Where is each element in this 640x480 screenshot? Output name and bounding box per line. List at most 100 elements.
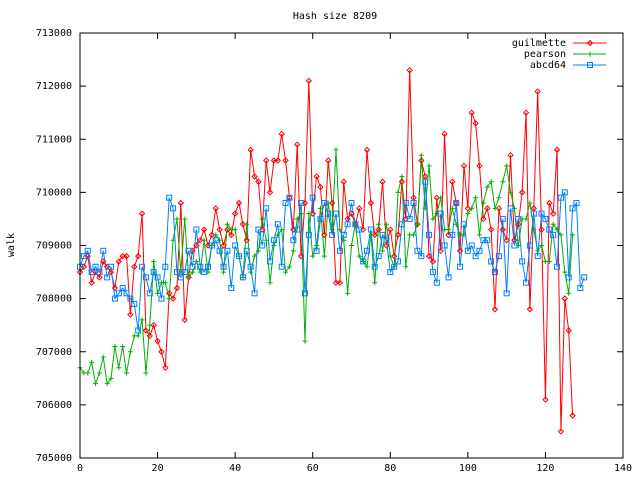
data-point-square <box>499 215 506 222</box>
data-point-diamond <box>476 162 483 170</box>
data-point-square <box>453 200 460 206</box>
data-point-plus <box>349 243 354 248</box>
data-point-square <box>437 210 444 217</box>
data-point-diamond <box>464 205 472 212</box>
data-point-square <box>402 200 409 206</box>
data-point-diamond <box>460 162 468 170</box>
data-point-plus <box>558 232 564 238</box>
data-point-diamond <box>131 263 138 270</box>
y-tick-label: 707000 <box>36 347 72 358</box>
data-point-plus <box>124 370 130 376</box>
data-point-square <box>587 62 593 68</box>
data-point-diamond <box>313 173 320 180</box>
data-point-plus <box>496 195 502 201</box>
data-point-diamond <box>88 279 95 286</box>
data-point-plus <box>104 381 110 387</box>
data-point-plus <box>461 232 467 238</box>
data-point-diamond <box>449 178 456 185</box>
data-point-square <box>88 269 95 276</box>
data-point-square <box>181 269 188 276</box>
data-point-diamond <box>220 242 227 249</box>
data-point-plus <box>224 221 230 227</box>
data-point-diamond <box>115 258 122 265</box>
data-point-diamond <box>181 316 188 324</box>
data-point-plus <box>484 184 490 190</box>
data-point-square <box>92 263 99 270</box>
data-point-square <box>270 237 277 244</box>
data-point-diamond <box>491 306 499 313</box>
data-point-diamond <box>321 231 328 239</box>
x-tick-label: 40 <box>229 463 241 474</box>
data-point-plus <box>135 333 141 339</box>
data-point-plus <box>345 290 351 296</box>
data-point-plus <box>209 243 215 248</box>
data-point-plus <box>252 253 258 259</box>
data-point-square <box>561 189 568 196</box>
data-point-diamond <box>100 258 107 265</box>
data-point-square <box>201 269 208 276</box>
data-point-square <box>162 263 169 270</box>
data-point-diamond <box>390 252 398 260</box>
data-point-plus <box>139 317 145 323</box>
data-point-plus <box>248 269 254 275</box>
data-point-diamond <box>169 295 177 302</box>
data-point-plus <box>368 232 374 238</box>
series-line-pearson <box>79 149 574 386</box>
data-point-square <box>348 200 355 206</box>
data-point-square <box>569 205 576 212</box>
data-point-square <box>177 274 184 281</box>
data-point-diamond <box>231 210 239 217</box>
data-point-diamond <box>406 66 413 74</box>
data-point-square <box>263 205 270 212</box>
data-point-diamond <box>146 332 154 340</box>
data-point-square <box>503 290 510 297</box>
data-point-plus <box>337 227 343 233</box>
data-point-plus <box>476 232 482 238</box>
data-point-plus <box>236 253 242 259</box>
data-point-plus <box>492 205 498 211</box>
data-point-square <box>301 290 308 297</box>
data-point-diamond <box>96 274 103 281</box>
data-point-plus <box>193 258 199 264</box>
data-point-plus <box>531 227 537 233</box>
data-point-square <box>391 263 398 270</box>
data-point-diamond <box>251 173 258 180</box>
data-point-plus <box>504 163 510 169</box>
data-point-square <box>418 253 425 260</box>
plot-frame <box>79 32 624 459</box>
data-point-square <box>375 253 382 260</box>
data-point-plus <box>329 227 335 233</box>
data-point-plus <box>360 258 366 264</box>
data-point-plus <box>372 280 378 286</box>
data-point-square <box>243 247 250 254</box>
data-point-diamond <box>553 146 561 154</box>
data-point-square <box>329 231 336 238</box>
data-point-diamond <box>425 252 433 260</box>
data-point-plus <box>546 258 552 264</box>
data-point-diamond <box>433 194 441 201</box>
data-point-square <box>395 258 402 265</box>
data-point-square <box>445 274 452 281</box>
data-point-diamond <box>123 252 130 260</box>
data-point-square <box>429 269 436 276</box>
data-point-diamond <box>534 88 541 95</box>
series-markers <box>76 66 588 435</box>
data-point-square <box>290 237 297 244</box>
data-point-plus <box>89 359 95 365</box>
data-point-plus <box>174 216 180 222</box>
data-point-square <box>305 231 312 238</box>
data-point-diamond <box>379 178 386 185</box>
data-point-plus <box>317 205 323 211</box>
data-point-diamond <box>484 205 491 212</box>
y-axis-label: walk <box>6 233 17 257</box>
data-point-square <box>387 269 394 276</box>
data-point-diamond <box>274 157 282 164</box>
data-point-square <box>426 231 433 238</box>
y-tick-label: 709000 <box>36 241 72 252</box>
data-point-plus <box>539 243 545 248</box>
data-point-square <box>379 231 386 238</box>
data-point-plus <box>116 365 122 371</box>
data-point-plus <box>445 227 451 233</box>
data-point-square <box>259 242 266 249</box>
data-point-square <box>154 274 161 281</box>
